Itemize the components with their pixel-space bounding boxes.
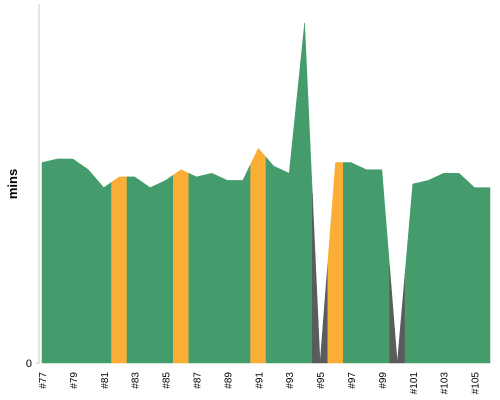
- area-segment: [466, 179, 483, 364]
- x-tick-label: #93: [285, 372, 296, 389]
- x-tick-label: #85: [162, 372, 173, 389]
- area-segment: [219, 176, 236, 364]
- x-tick-label: #91: [254, 372, 265, 389]
- y-axis-label: mins: [5, 169, 20, 199]
- area-segment: [203, 172, 220, 364]
- area-segment: [312, 192, 329, 364]
- area-segment: [404, 181, 421, 364]
- area-segment: [41, 160, 50, 364]
- area-segment: [157, 174, 174, 364]
- area-segment: [126, 176, 143, 364]
- area-segment: [188, 172, 205, 364]
- x-tick-label: #89: [223, 372, 234, 389]
- area-segment: [265, 156, 282, 364]
- area-segment: [435, 173, 452, 364]
- area-segment: [95, 177, 112, 364]
- area-segment: [234, 164, 251, 364]
- area-segment: [451, 173, 468, 364]
- x-tick-label: #95: [316, 372, 327, 389]
- x-tick-label: #101: [409, 372, 420, 395]
- x-tick-label: #97: [347, 372, 358, 389]
- x-tick-label: #87: [192, 372, 203, 389]
- area-segment: [373, 169, 390, 364]
- area-segment: [296, 22, 313, 364]
- area-segment: [281, 98, 298, 364]
- x-tick-label: #83: [131, 372, 142, 389]
- area-segment: [420, 176, 437, 364]
- x-tick-label: #105: [471, 372, 482, 395]
- area-segment: [482, 187, 491, 364]
- area-segment: [342, 162, 359, 364]
- area-segment: [49, 158, 66, 364]
- y-tick-label: 0: [26, 358, 32, 370]
- x-tick-label: #79: [69, 372, 80, 389]
- area-segment: [250, 147, 267, 364]
- area-segment: [64, 158, 81, 364]
- area-segment: [358, 165, 375, 364]
- area-segment: [142, 181, 159, 364]
- x-tick-label: #81: [100, 372, 111, 389]
- area-segment: [173, 169, 190, 364]
- x-tick-label: #103: [440, 372, 451, 395]
- x-tick-label: #99: [378, 372, 389, 389]
- area-segment: [111, 176, 128, 364]
- area-segment: [389, 266, 406, 364]
- x-tick-label: #77: [38, 372, 49, 389]
- area-segment: [327, 162, 344, 364]
- area-segment: [80, 163, 97, 364]
